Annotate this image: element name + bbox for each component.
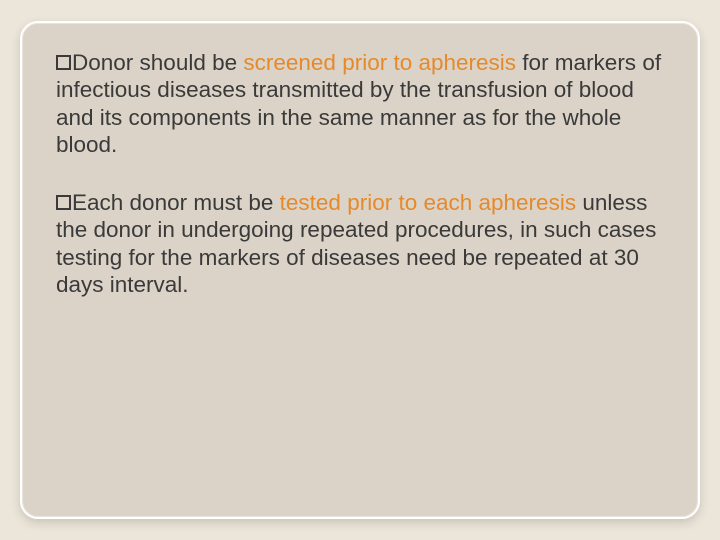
bullet-item: Each donor must be tested prior to each … — [56, 189, 664, 299]
bullet-post: prior to each apheresis — [341, 190, 576, 215]
bullet-highlight: screened — [243, 50, 336, 75]
bullet-post: prior to apheresis — [336, 50, 516, 75]
bullet-highlight: tested — [280, 190, 341, 215]
bullet-pre: donor must be — [123, 190, 279, 215]
bullet-lead: Each — [72, 190, 123, 215]
bullet-pre: should be — [133, 50, 243, 75]
bullet-lead: Donor — [72, 50, 133, 75]
square-bullet-icon — [56, 55, 71, 70]
slide-card: Donor should be screened prior to aphere… — [20, 21, 700, 519]
bullet-item: Donor should be screened prior to aphere… — [56, 49, 664, 159]
square-bullet-icon — [56, 195, 71, 210]
